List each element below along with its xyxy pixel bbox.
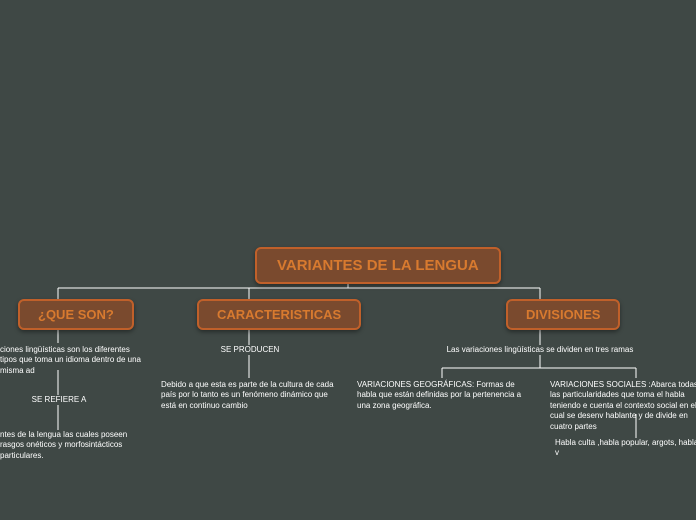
divisiones-label: DIVISIONES — [526, 307, 600, 322]
div-geo: VARIACIONES GEOGRÁFICAS: Formas de habla… — [357, 380, 529, 411]
node-que-son: ¿QUE SON? — [18, 299, 134, 330]
caracteristicas-label: CARACTERISTICAS — [217, 307, 341, 322]
node-divisiones: DIVISIONES — [506, 299, 620, 330]
node-caracteristicas: CARACTERISTICAS — [197, 299, 361, 330]
carac-text1: Debido a que esta es parte de la cultura… — [161, 380, 339, 411]
carac-se-producen: SE PRODUCEN — [218, 345, 282, 355]
que-son-text2: ntes de la lengua las cuales poseen rasg… — [0, 430, 142, 461]
que-son-se-refiere: SE REFIERE A — [25, 395, 93, 405]
root-label: VARIANTES DE LA LENGUA — [277, 257, 479, 274]
root-node: VARIANTES DE LA LENGUA — [255, 247, 501, 284]
div-intro: Las variaciones lingüísticas se dividen … — [440, 345, 640, 355]
que-son-label: ¿QUE SON? — [38, 307, 114, 322]
div-soc: VARIACIONES SOCIALES :Abarca todas las p… — [550, 380, 696, 432]
div-habla: Habla culta ,habla popular, argots, habl… — [555, 438, 696, 459]
que-son-text1: ciones lingüísticas son los diferentes t… — [0, 345, 142, 376]
